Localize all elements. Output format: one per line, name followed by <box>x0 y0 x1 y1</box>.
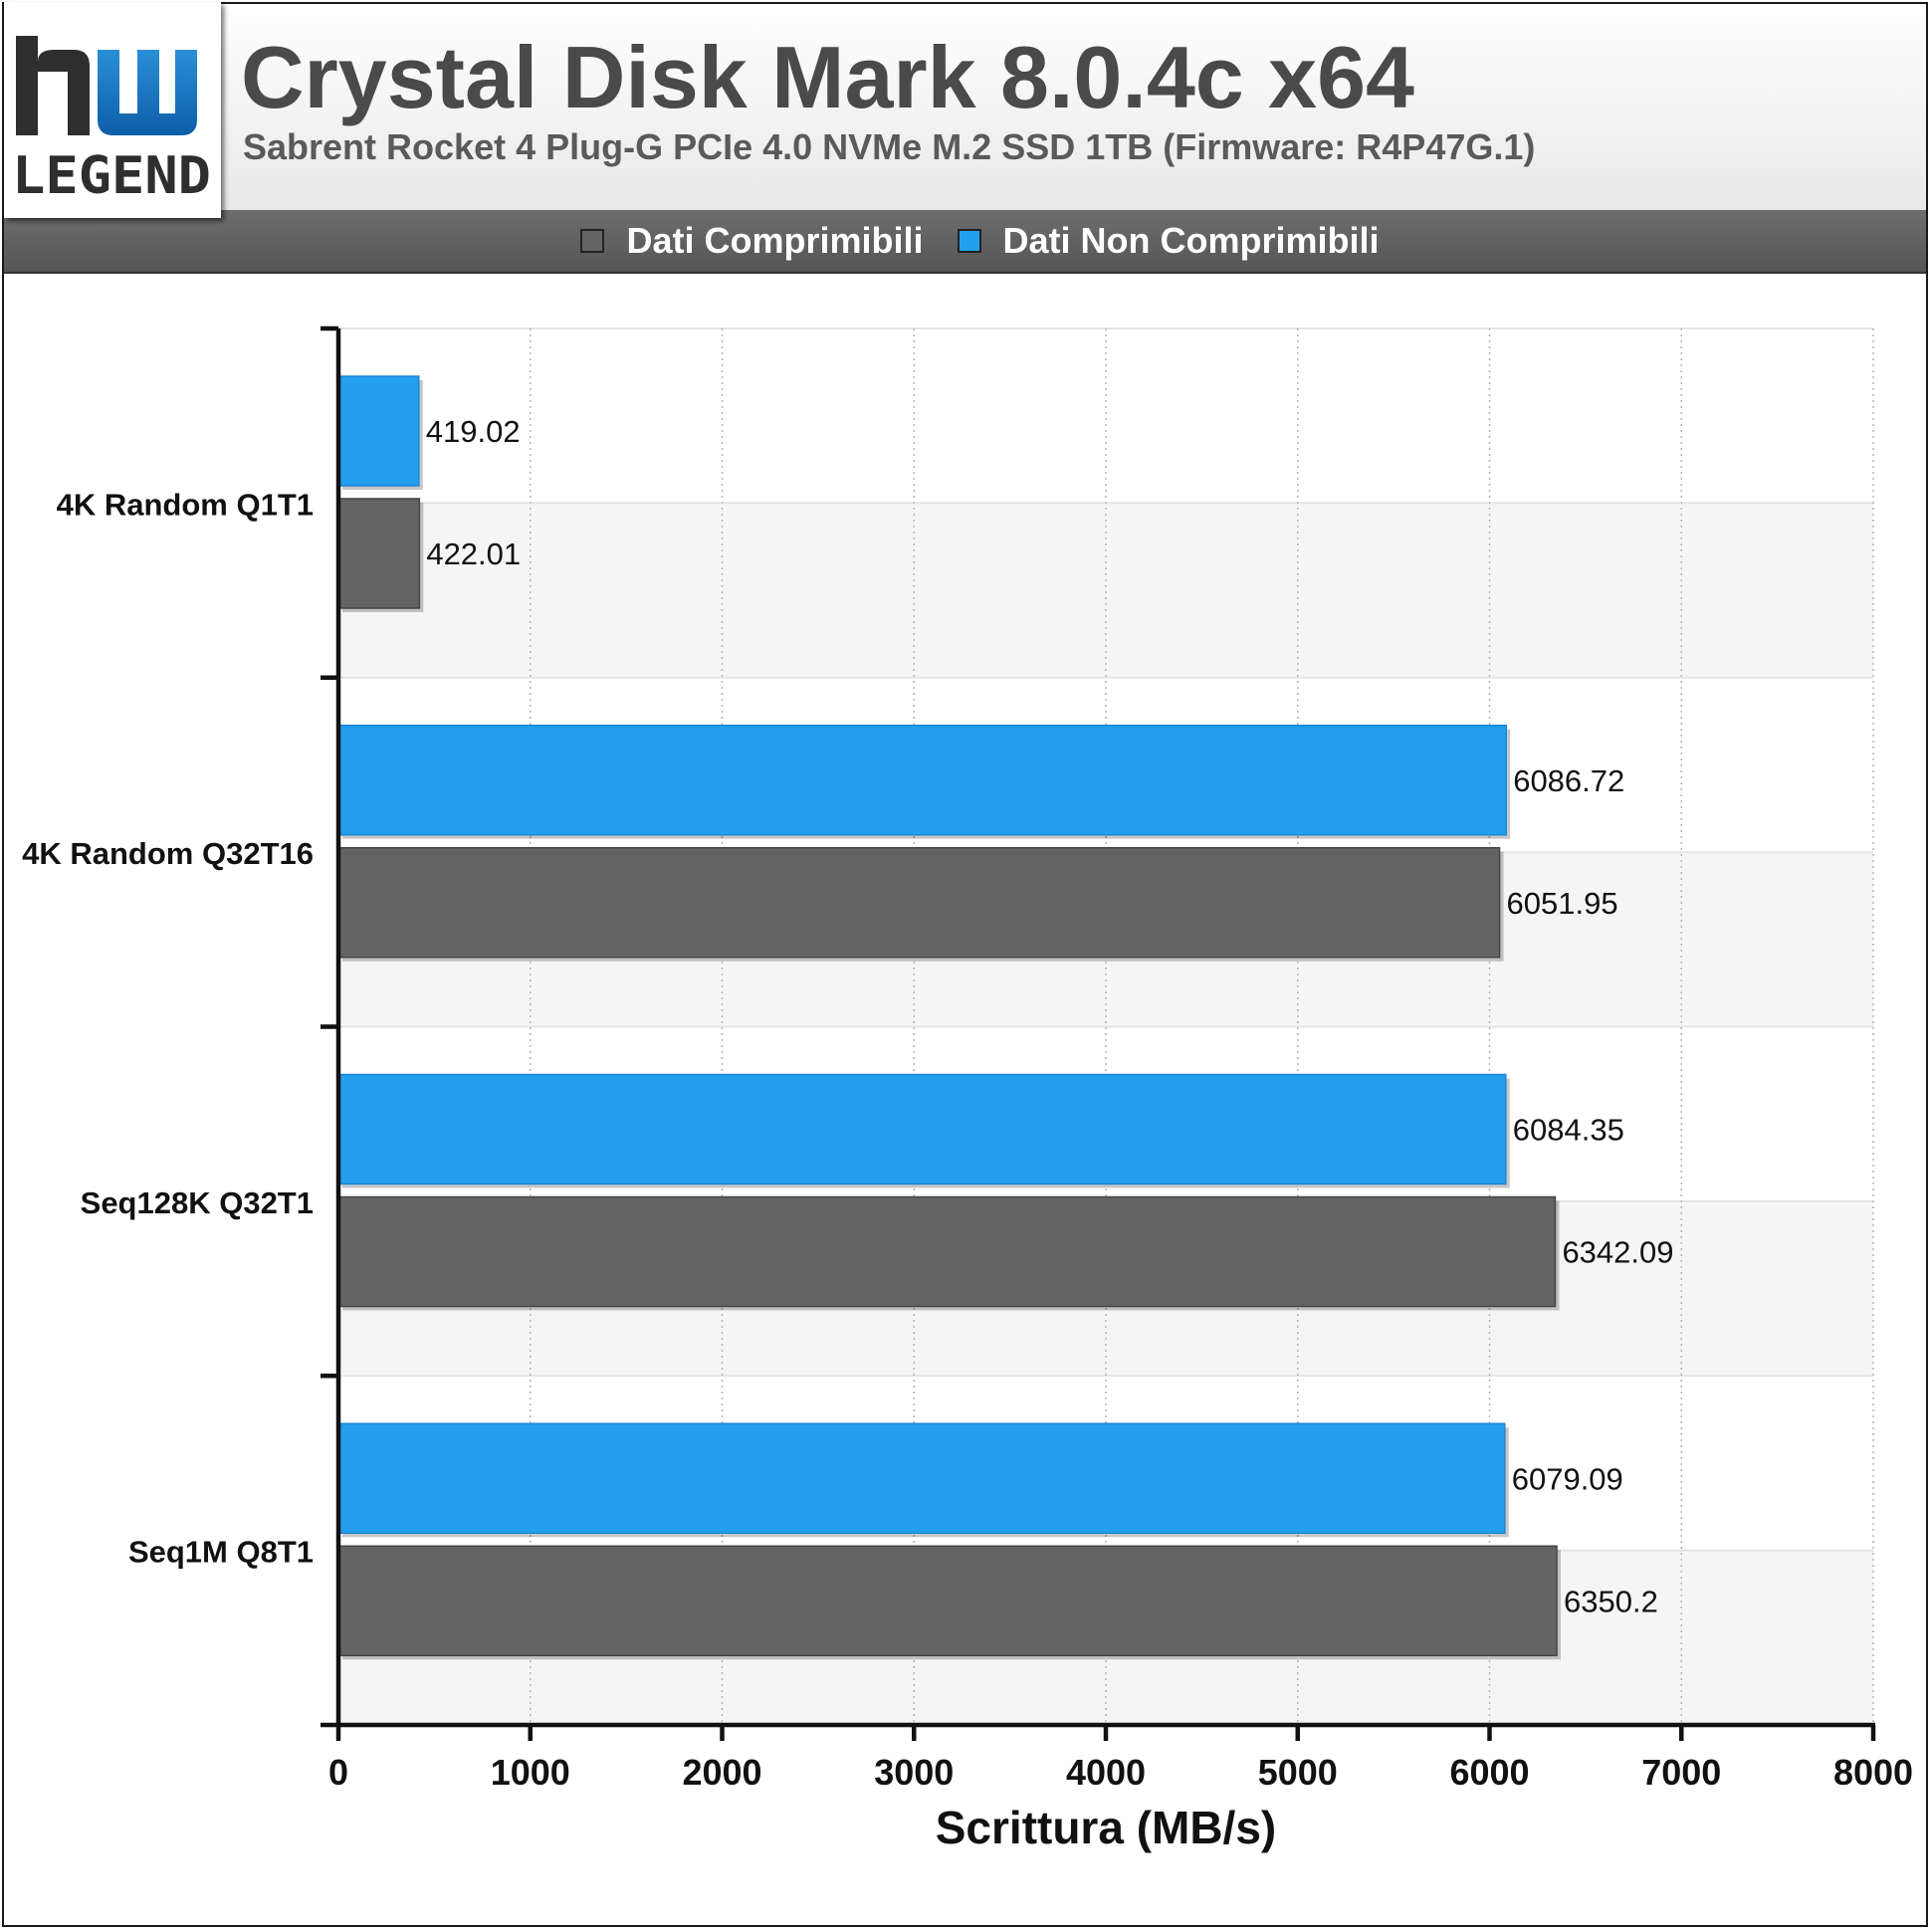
x-tick-label: 6000 <box>1449 1752 1529 1793</box>
data-label-compressible: 422.01 <box>426 536 521 571</box>
category-label: Seq128K Q32T1 <box>81 1185 314 1220</box>
category-label: Seq1M Q8T1 <box>128 1535 314 1570</box>
x-axis-title: Scrittura (MB/s) <box>936 1802 1276 1853</box>
x-tick-label: 8000 <box>1833 1752 1913 1793</box>
plot-band <box>338 328 1873 504</box>
bar-compressible <box>337 847 1501 959</box>
data-label-non-compressible: 419.02 <box>426 414 521 449</box>
legend-swatch-compressible <box>580 229 605 253</box>
legend-item-compressible: Dati Comprimibili <box>580 220 924 262</box>
bars: 419.02 422.01 6086.72 6051.95 6084.35 6342.09… <box>337 375 1674 1660</box>
x-tick-label: 0 <box>328 1752 348 1793</box>
legend-label-compressible: Dati Comprimibili <box>626 220 924 261</box>
legend-label-non-compressible: Dati Non Comprimibili <box>1002 220 1380 261</box>
bar-compressible <box>337 1195 1557 1308</box>
bar-non-compressible <box>337 725 1507 836</box>
data-label-non-compressible: 6079.09 <box>1512 1461 1623 1496</box>
hwlegend-logo: LEGEND <box>4 2 221 218</box>
data-label-compressible: 6051.95 <box>1507 886 1618 921</box>
category-label: 4K Random Q32T16 <box>22 836 314 871</box>
data-label-non-compressible: 6084.35 <box>1513 1113 1624 1148</box>
bar-non-compressible <box>337 1422 1506 1534</box>
bar-compressible <box>337 1545 1558 1656</box>
bar-non-compressible <box>337 1073 1507 1185</box>
x-tick-label: 1000 <box>491 1752 570 1793</box>
legend-swatch-non-compressible <box>957 229 981 253</box>
bar-compressible <box>337 498 421 609</box>
data-label-compressible: 6350.2 <box>1564 1584 1658 1618</box>
svg-text:LEGEND: LEGEND <box>12 146 211 206</box>
chart-header: Crystal Disk Mark 8.0.4c x64 Sabrent Roc… <box>4 4 1926 212</box>
x-tick-label: 7000 <box>1641 1752 1721 1793</box>
category-label: 4K Random Q1T1 <box>57 487 314 522</box>
x-tick-label: 3000 <box>874 1752 954 1793</box>
legend-bar: Dati Comprimibili Dati Non Comprimibili <box>4 210 1926 274</box>
x-tick-label: 4000 <box>1066 1752 1146 1793</box>
axes: 4K Random Q1T1 4K Random Q32T16 Seq128K Q3… <box>22 325 1913 1793</box>
chart-title: Crystal Disk Mark 8.0.4c x64 <box>241 28 1414 126</box>
legend-item-non-compressible: Dati Non Comprimibili <box>957 220 1380 262</box>
chart-subtitle: Sabrent Rocket 4 Plug-G PCIe 4.0 NVMe M.… <box>243 126 1536 167</box>
data-label-non-compressible: 6086.72 <box>1513 763 1624 798</box>
bar-non-compressible <box>337 375 420 487</box>
x-tick-label: 5000 <box>1258 1752 1338 1793</box>
x-tick-label: 2000 <box>682 1752 761 1793</box>
legend: Dati Comprimibili Dati Non Comprimibili <box>4 210 1926 272</box>
data-label-compressible: 6342.09 <box>1562 1235 1673 1270</box>
